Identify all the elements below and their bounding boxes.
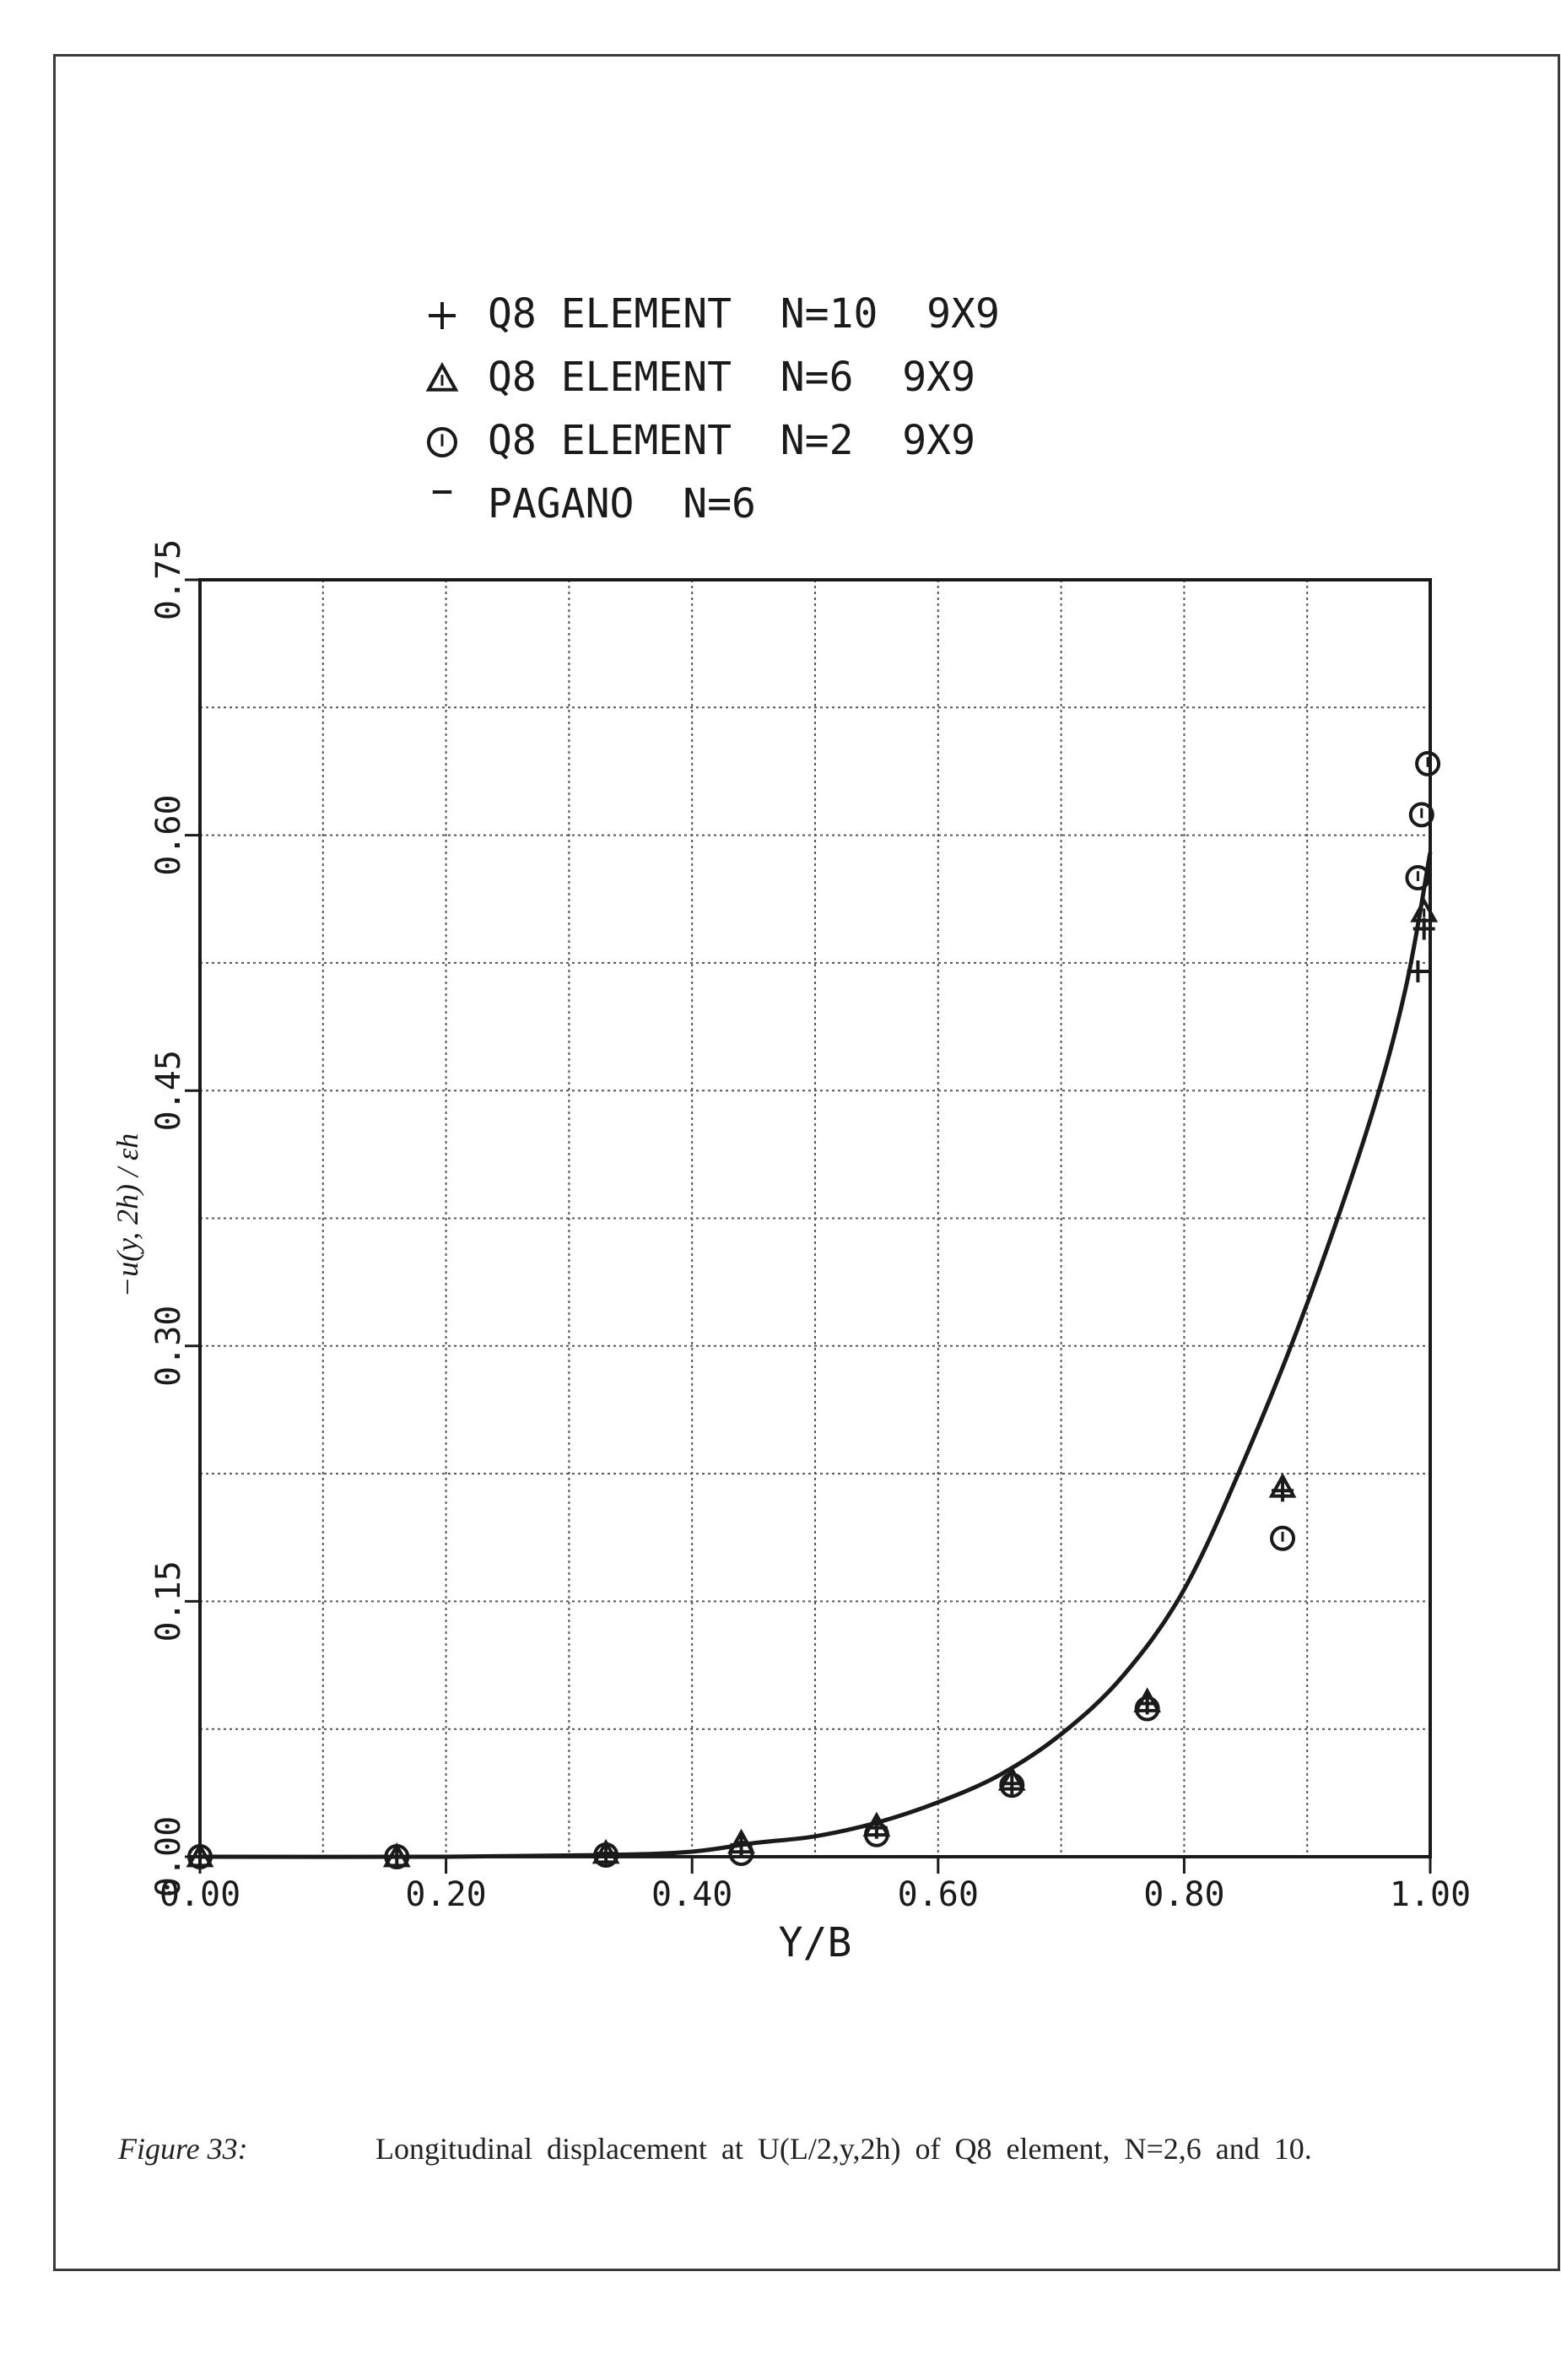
- triangle-icon: [425, 361, 459, 392]
- axes: 0.00 0.20 0.40 0.60 0.80 1.00 0.00 0.15 0.30 0.45…: [149, 539, 1471, 1914]
- legend-item: Q8 ELEMENT N=6 9X9: [425, 354, 975, 401]
- plot-area: [198, 578, 1432, 1858]
- series: [186, 750, 1441, 1869]
- circle-marker: [1270, 1525, 1296, 1551]
- circle-marker: [728, 1840, 754, 1866]
- x-tick-label: 0.80: [1143, 1875, 1224, 1914]
- caption-text: Longitudinal displacement at U(L/2,y,2h)…: [375, 2132, 1312, 2166]
- circle-marker: [1415, 750, 1441, 776]
- legend-item: Q8 ELEMENT N=10 9X9: [429, 290, 1000, 338]
- circle-marker: [1405, 865, 1431, 891]
- circle-marker: [1134, 1696, 1160, 1722]
- x-axis-label: Y/B: [779, 1919, 852, 1966]
- plus-marker: [1407, 960, 1429, 982]
- chart: Q8 ELEMENT N=10 9X9 Q8 ELEMENT N=6 9X9 Q8 …: [111, 290, 1471, 1966]
- plus-icon: [429, 302, 456, 329]
- legend-item: Q8 ELEMENT N=2 9X9: [427, 417, 975, 464]
- circle-marker: [1408, 802, 1434, 828]
- circle-icon: [427, 427, 457, 457]
- x-tick-label: 0.60: [898, 1875, 979, 1914]
- figure-label: Figure 33:: [118, 2132, 248, 2166]
- legend-item: PAGANO N=6: [432, 480, 756, 527]
- legend-label: Q8 ELEMENT N=2 9X9: [488, 417, 975, 464]
- figure-frame: [53, 54, 1560, 2271]
- legend-label: PAGANO N=6: [488, 480, 756, 527]
- x-tick-label: 0.20: [405, 1875, 486, 1914]
- y-tick-label: 0.15: [149, 1561, 188, 1642]
- circle-marker: [187, 1844, 213, 1869]
- y-tick-label: 0.60: [149, 794, 188, 875]
- legend-label: Q8 ELEMENT N=10 9X9: [488, 290, 1000, 338]
- legend-label: Q8 ELEMENT N=6 9X9: [488, 354, 975, 401]
- y-tick-label: 0.00: [149, 1816, 188, 1897]
- legend: Q8 ELEMENT N=10 9X9 Q8 ELEMENT N=6 9X9 Q8 …: [425, 290, 1000, 527]
- x-tick-label: 1.00: [1390, 1875, 1471, 1914]
- triangle-marker: [1268, 1473, 1297, 1498]
- grid: [200, 580, 1430, 1857]
- y-tick-label: 0.30: [149, 1306, 188, 1387]
- circle-marker: [863, 1821, 889, 1847]
- y-tick-label: 0.45: [149, 1050, 188, 1131]
- x-tick-label: 0.40: [651, 1875, 732, 1914]
- circle-marker: [384, 1844, 410, 1869]
- circle-marker: [593, 1842, 619, 1868]
- y-tick-label: 0.75: [149, 539, 188, 620]
- y-axis-label: −u(y, 2h) / εh: [111, 1133, 144, 1297]
- x-tick-label: 0.00: [159, 1875, 240, 1914]
- triangle-marker: [1410, 897, 1439, 922]
- circle-marker: [999, 1772, 1025, 1799]
